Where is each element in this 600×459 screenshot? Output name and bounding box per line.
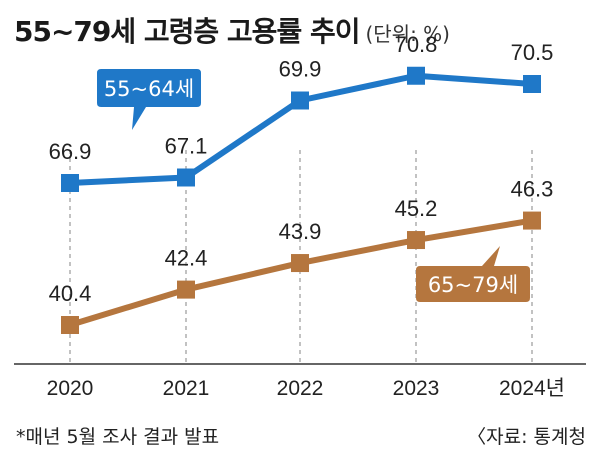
- chart-title: 55~79세 고령층 고용률 추이 (단위: %): [14, 10, 450, 50]
- x-tick-label: 2024년: [499, 377, 565, 400]
- data-point-marker: [523, 75, 541, 93]
- data-point-marker: [61, 316, 79, 334]
- unit-label: (단위: %): [365, 22, 450, 46]
- data-point-marker: [291, 254, 309, 273]
- data-point-marker: [177, 280, 195, 299]
- data-label: 67.1: [165, 134, 208, 159]
- data-point-marker: [407, 66, 425, 85]
- data-point-marker: [61, 174, 79, 192]
- title-text: 55~79세 고령층 고용률 추이: [14, 15, 360, 48]
- data-point-marker: [291, 91, 309, 110]
- data-point-marker: [407, 231, 425, 250]
- series-tag-bubble: [97, 69, 201, 130]
- data-point-marker: [177, 168, 195, 187]
- data-label: 40.4: [49, 281, 92, 306]
- x-tick-label: 2021: [163, 377, 210, 400]
- series-tag-65-79: 65~79세: [416, 246, 530, 302]
- data-label: 70.8: [395, 32, 438, 57]
- x-tick-label: 2022: [277, 377, 324, 400]
- data-label: 43.9: [279, 219, 322, 244]
- footnote: *매년 5월 조사 결과 발표: [16, 426, 220, 448]
- series-tag-label: 65~79세: [428, 273, 518, 297]
- data-label: 66.9: [49, 139, 92, 164]
- x-tick-label: 2020: [47, 377, 94, 400]
- data-label: 69.9: [279, 57, 322, 82]
- series-tag-label: 55~64세: [104, 77, 194, 101]
- data-label: 45.2: [395, 196, 438, 221]
- source-note: 〈자료: 통계청: [467, 426, 586, 448]
- data-point-marker: [523, 211, 541, 230]
- series-tag-bubble: [416, 246, 530, 302]
- data-label: 70.5: [511, 40, 554, 65]
- x-tick-label: 2023: [393, 377, 440, 400]
- series-tag-55-64: 55~64세: [97, 69, 201, 130]
- data-label: 42.4: [165, 246, 208, 271]
- data-label: 46.3: [511, 177, 554, 202]
